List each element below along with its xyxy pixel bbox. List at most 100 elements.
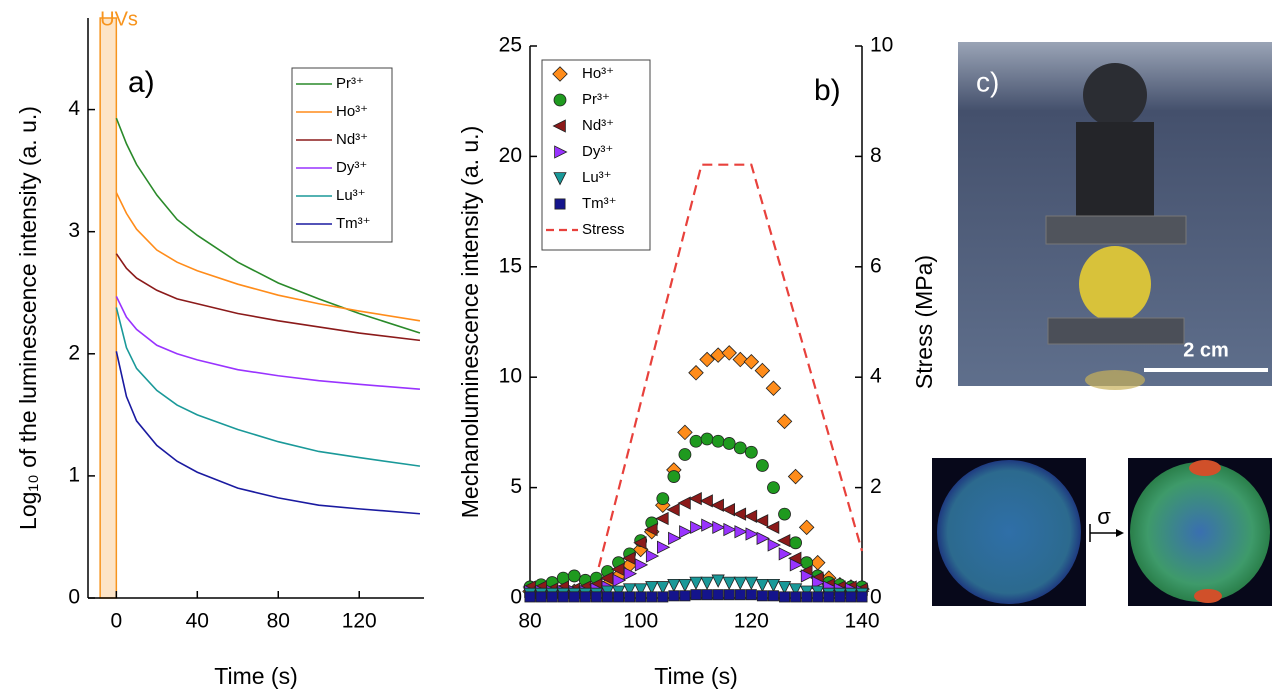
y2-tick-label: 8 [870,144,882,167]
x-tick-label: 120 [342,610,377,633]
point [612,573,627,587]
point [779,591,791,603]
point [743,353,760,370]
point [645,549,660,563]
legend-swatch [552,66,568,82]
point [712,520,726,534]
point [755,578,770,593]
point [524,591,536,603]
legend-label: Nd³⁺ [582,117,614,134]
point [723,522,737,537]
point [655,511,669,526]
point [701,589,713,601]
legend-swatch [552,119,566,133]
y-tick-label: 25 [499,34,522,57]
x-tick-label: 0 [110,610,122,633]
y-tick-label: 20 [499,144,522,167]
legend-label: Stress [582,221,625,238]
point [767,590,779,602]
point [711,574,725,588]
point [711,434,725,448]
legend-label: Tm³⁺ [582,195,617,212]
point [624,591,636,603]
point [756,590,768,602]
point [776,413,793,430]
point [668,590,680,602]
point [677,496,691,510]
y-tick-label: 0 [68,586,80,609]
point [734,525,748,539]
legend-label: Dy³⁺ [582,143,613,160]
point [645,581,659,595]
point [777,581,792,595]
point [722,437,736,450]
y-tick-label: 0 [510,586,522,609]
y2-tick-label: 2 [870,475,882,498]
y2-tick-label: 10 [870,34,893,57]
point [756,459,769,472]
legend-label: Tm³⁺ [336,215,371,232]
point [823,591,835,603]
point [546,591,558,603]
point [722,576,736,591]
chart: UVs 0 40 80 120 0 1 2 3 4 Time (s) Log₁₀ of the lum… [15,8,424,689]
point [634,558,649,572]
line [115,296,421,390]
point [699,351,715,368]
point [656,581,670,595]
ml-images: σ [932,458,1272,606]
point [754,362,771,379]
point [812,591,824,603]
point [700,576,714,591]
point [787,468,804,485]
x-tick-label: 80 [267,610,290,633]
point [778,547,793,561]
point [733,441,747,455]
panel-label: a) [128,66,155,99]
legend-label: Dy³⁺ [336,159,367,176]
line [589,163,864,599]
point [567,569,581,583]
point [635,591,647,603]
legend-box [291,67,393,243]
legend-label: Pr³⁺ [582,91,610,108]
point [668,531,682,546]
legend-label: Pr³⁺ [336,75,364,92]
point [845,591,857,603]
y-tick-label: 5 [510,475,522,498]
legend-swatch [553,172,567,186]
y2-tick-label: 0 [870,586,882,609]
y2-tick-label: 6 [870,254,882,277]
point [613,591,625,603]
line [115,192,421,322]
y-axis-title: Mechanoluminescence intensity (a. u.) [457,126,483,518]
point [679,525,693,539]
point [667,578,681,593]
point [723,589,735,601]
legend-label: Ho³⁺ [336,103,368,120]
point [677,424,693,441]
x-axis-title: Time (s) [214,663,297,689]
point [788,583,803,597]
legend-label: Lu³⁺ [336,187,366,204]
point [800,569,815,583]
legend-label: Nd³⁺ [336,131,368,148]
point [590,591,602,603]
photo: c) 2 cm [958,42,1272,390]
panel-label: b) [814,74,841,107]
point [834,591,846,603]
point [579,591,591,603]
point [798,519,815,536]
line [115,307,421,467]
point [623,567,638,581]
x-axis-title: Time (s) [654,663,737,689]
y-tick-label: 10 [499,365,522,388]
legend-swatch [553,93,567,107]
point [657,591,669,603]
x-tick-label: 40 [186,610,209,633]
y2-tick-label: 4 [870,365,882,388]
point [646,591,658,603]
point [766,578,781,593]
point [688,491,702,506]
point [601,591,613,603]
